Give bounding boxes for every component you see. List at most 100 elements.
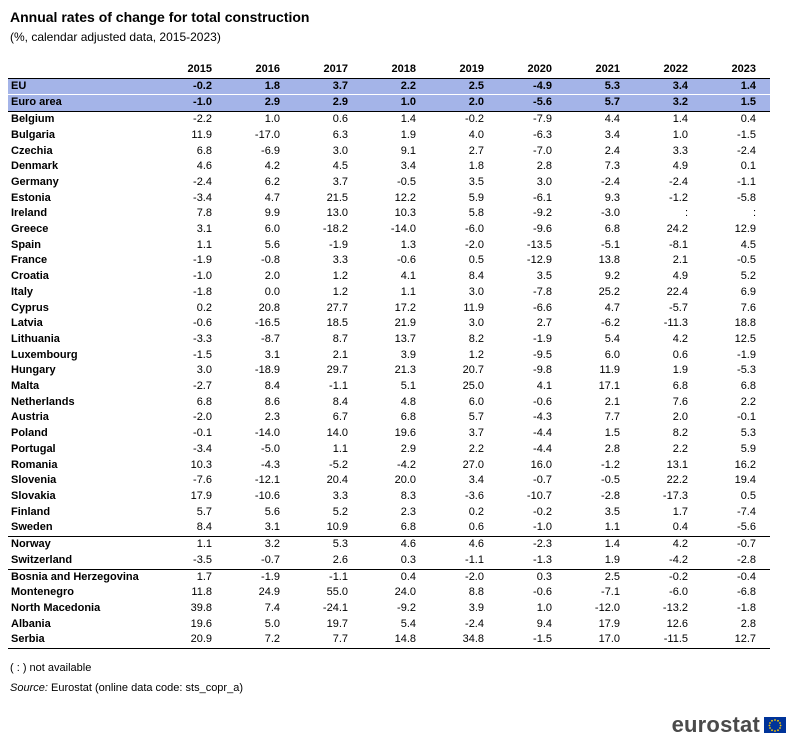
value-cell: 2.2 bbox=[362, 78, 430, 96]
value-cell: -0.7 bbox=[261, 553, 280, 566]
table-row: Netherlands 6.8 8.6 8.4 4.8 6.0 -0.6 2.1 7.6 2.2 bbox=[8, 395, 770, 411]
value-cell: 5.1 bbox=[400, 380, 416, 393]
value-cell: 1.1 bbox=[400, 285, 416, 298]
value-cell: -9.6 bbox=[533, 223, 552, 236]
value-cell: 18.8 bbox=[734, 317, 756, 330]
value-cell: 2.3 bbox=[264, 411, 280, 424]
source-label: Source: bbox=[10, 682, 48, 694]
value-cell: 8.2 bbox=[672, 427, 688, 440]
value-cell: -6.3 bbox=[533, 128, 552, 141]
value-cell: -5.0 bbox=[261, 442, 280, 455]
value-cell: 0.5 bbox=[468, 254, 484, 267]
value-cell: -1.5 bbox=[498, 632, 566, 650]
table-row: Austria -2.0 2.3 6.7 6.8 5.7 -4.3 7.7 2.0 -0.1 bbox=[8, 410, 770, 426]
table-row: Sweden 8.4 3.1 10.9 6.8 0.6 -1.0 1.1 0.4 -5.6 bbox=[8, 520, 770, 536]
value-cell: 0.4 bbox=[740, 113, 756, 126]
row-label: Montenegro bbox=[11, 586, 74, 599]
value-cell: 17.9 bbox=[598, 617, 620, 630]
value-cell: -0.7 bbox=[702, 536, 770, 553]
value-cell: -2.8 bbox=[601, 489, 620, 502]
row-label: Bulgaria bbox=[11, 128, 56, 141]
value-cell: -13.2 bbox=[662, 601, 688, 614]
value-cell: -0.6 bbox=[533, 395, 552, 408]
value-cell: 24.0 bbox=[394, 586, 416, 599]
value-cell: 9.1 bbox=[400, 144, 416, 157]
value-cell: -7.6 bbox=[193, 474, 212, 487]
value-cell: 24.9 bbox=[258, 586, 280, 599]
value-cell: 9.4 bbox=[536, 617, 552, 630]
value-cell: 2.5 bbox=[430, 78, 498, 96]
value-cell: 16.0 bbox=[530, 458, 552, 471]
value-cell: 17.0 bbox=[566, 632, 634, 650]
value-cell: 5.3 bbox=[740, 427, 756, 440]
value-cell: 8.4 bbox=[264, 380, 280, 393]
table-row: Latvia -0.6 -16.5 18.5 21.9 3.0 2.7 -6.2 -11.3 18… bbox=[8, 316, 770, 332]
value-cell: 1.2 bbox=[468, 348, 484, 361]
value-cell: 9.2 bbox=[604, 270, 620, 283]
value-cell: 6.8 bbox=[672, 380, 688, 393]
value-cell: -2.0 bbox=[193, 411, 212, 424]
value-cell: -1.9 bbox=[533, 332, 552, 345]
table-row: Spain 1.1 5.6 -1.9 1.3 -2.0 -13.5 -5.1 -8.1 4.5 bbox=[8, 238, 770, 254]
value-cell: 6.2 bbox=[264, 175, 280, 188]
table-row: Luxembourg -1.5 3.1 2.1 3.9 1.2 -9.5 6.0 0.6 -1.9 bbox=[8, 348, 770, 364]
table-row: Slovakia 17.9 -10.6 3.3 8.3 -3.6 -10.7 -2.8 -17.… bbox=[8, 489, 770, 505]
value-cell: 12.2 bbox=[394, 191, 416, 204]
value-cell: 20.4 bbox=[326, 474, 348, 487]
value-cell: 1.9 bbox=[604, 553, 620, 566]
value-cell: 9.9 bbox=[264, 207, 280, 220]
table-row: Czechia 6.8 -6.9 3.0 9.1 2.7 -7.0 2.4 3.3 -2.4 bbox=[8, 144, 770, 160]
table-row: Norway 1.1 3.2 5.3 4.6 4.6 -2.3 1.4 4.2 -0.7 bbox=[8, 536, 770, 553]
row-label: Netherlands bbox=[11, 395, 75, 408]
column-header: 2015 bbox=[158, 62, 226, 79]
value-cell: 3.3 bbox=[672, 144, 688, 157]
value-cell: 0.6 bbox=[672, 348, 688, 361]
value-cell: -11.3 bbox=[663, 317, 688, 330]
value-cell: 5.7 bbox=[566, 94, 634, 113]
value-cell: -1.0 bbox=[533, 521, 552, 534]
row-label: Albania bbox=[11, 617, 51, 630]
value-cell: 6.8 bbox=[740, 380, 756, 393]
value-cell: 3.1 bbox=[196, 223, 212, 236]
value-cell: 27.0 bbox=[462, 458, 484, 471]
value-cell: 0.6 bbox=[468, 521, 484, 534]
value-cell: 17.9 bbox=[190, 489, 212, 502]
value-cell: 17.1 bbox=[598, 380, 620, 393]
table-row: Greece 3.1 6.0 -18.2 -14.0 -6.0 -9.6 6.8 24.2 12.… bbox=[8, 222, 770, 238]
value-cell: 1.4 bbox=[566, 536, 634, 553]
table-row: Montenegro 11.8 24.9 55.0 24.0 8.8 -0.6 -7.1 -6.… bbox=[8, 585, 770, 601]
value-cell: -1.1 bbox=[294, 568, 362, 586]
value-cell: -0.4 bbox=[702, 568, 770, 586]
value-cell: 19.7 bbox=[326, 617, 348, 630]
value-cell: 17.2 bbox=[394, 301, 416, 314]
value-cell: 24.2 bbox=[666, 223, 688, 236]
value-cell: 2.1 bbox=[604, 395, 620, 408]
table-row: Bosnia and Herzegovina 1.7 -1.9 -1.1 0.4 -2.0… bbox=[8, 568, 770, 586]
value-cell: 3.9 bbox=[400, 348, 416, 361]
value-cell: -4.4 bbox=[533, 427, 552, 440]
value-cell: -3.3 bbox=[193, 332, 212, 345]
value-cell: -0.6 bbox=[533, 586, 552, 599]
value-cell: 10.9 bbox=[326, 521, 348, 534]
value-cell: 7.6 bbox=[672, 395, 688, 408]
value-cell: 8.7 bbox=[332, 332, 348, 345]
value-cell: 7.8 bbox=[196, 207, 212, 220]
value-cell: -6.2 bbox=[601, 317, 620, 330]
value-cell: -8.1 bbox=[669, 238, 688, 251]
value-cell: 7.4 bbox=[264, 601, 280, 614]
value-cell: -1.9 bbox=[226, 568, 294, 586]
value-cell: 1.3 bbox=[400, 238, 416, 251]
value-cell: 21.3 bbox=[394, 364, 416, 377]
row-label: Austria bbox=[11, 411, 49, 424]
value-cell: 5.2 bbox=[740, 270, 756, 283]
value-cell: 6.8 bbox=[604, 223, 620, 236]
value-cell: 5.7 bbox=[196, 505, 212, 518]
value-cell: 1.1 bbox=[332, 442, 348, 455]
value-cell: -7.4 bbox=[737, 505, 756, 518]
value-cell: -1.0 bbox=[193, 270, 212, 283]
value-cell: -4.4 bbox=[533, 442, 552, 455]
value-cell: 19.6 bbox=[394, 427, 416, 440]
value-cell: 11.8 bbox=[191, 586, 212, 599]
value-cell: 0.1 bbox=[740, 160, 756, 173]
value-cell: : bbox=[684, 207, 688, 220]
